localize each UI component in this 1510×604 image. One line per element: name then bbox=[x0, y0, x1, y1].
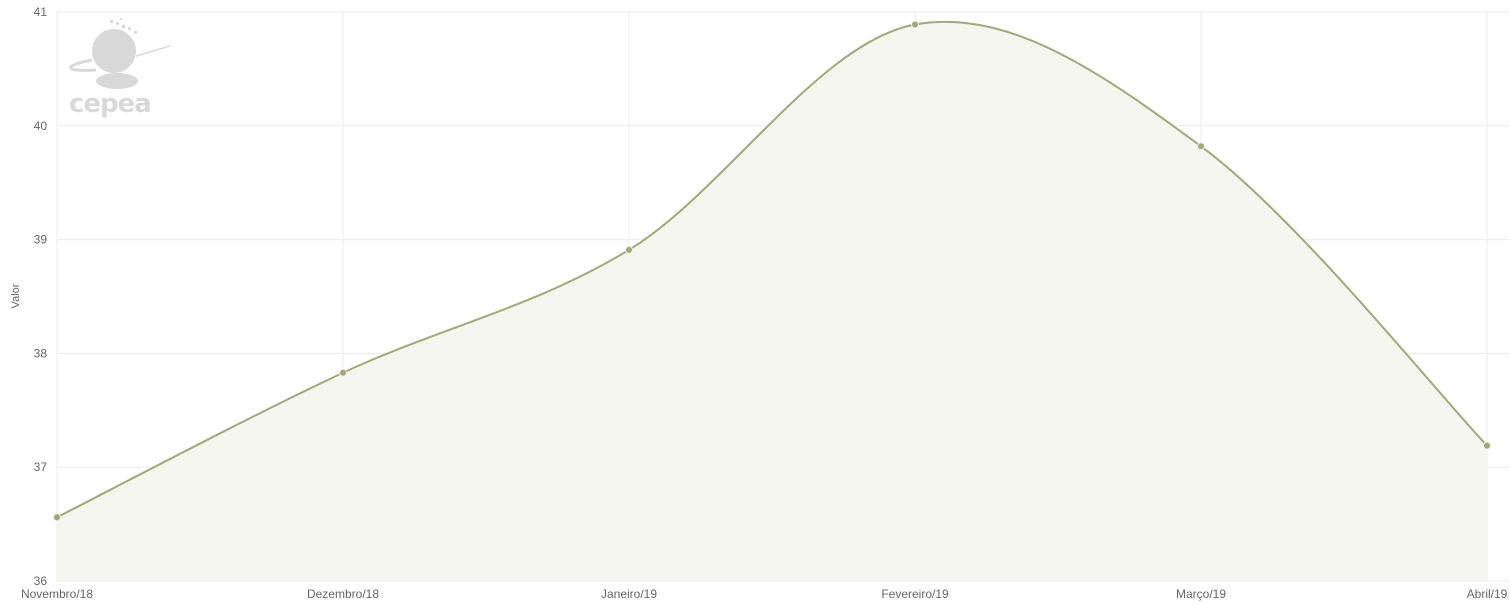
x-axis-ticks: Novembro/18 Dezembro/18 Janeiro/19 Fevereir… bbox=[21, 587, 1508, 601]
y-tick-label: 40 bbox=[34, 119, 48, 133]
y-tick-label: 37 bbox=[34, 460, 48, 474]
x-tick-label: Janeiro/19 bbox=[601, 587, 657, 601]
y-tick-label: 41 bbox=[34, 5, 48, 19]
y-tick-label: 39 bbox=[34, 233, 48, 247]
data-point[interactable] bbox=[1483, 441, 1491, 450]
y-axis-label: Valor bbox=[10, 283, 22, 308]
y-axis-ticks: 36 37 38 39 40 41 bbox=[34, 5, 48, 588]
x-tick-label: Fevereiro/19 bbox=[881, 587, 949, 601]
x-tick-label: Março/19 bbox=[1176, 587, 1226, 601]
x-tick-label: Novembro/18 bbox=[21, 587, 93, 601]
y-tick-label: 36 bbox=[34, 574, 48, 588]
data-point[interactable] bbox=[625, 245, 633, 254]
data-point[interactable] bbox=[1197, 142, 1205, 151]
data-point[interactable] bbox=[53, 513, 61, 522]
data-point[interactable] bbox=[339, 368, 347, 377]
x-tick-label: Dezembro/18 bbox=[307, 587, 379, 601]
cepea-logo-watermark: cepea bbox=[69, 18, 171, 119]
y-tick-label: 38 bbox=[34, 346, 48, 360]
series-area bbox=[57, 21, 1487, 581]
series-line bbox=[56, 20, 1488, 519]
x-tick-label: Abril/19 bbox=[1467, 587, 1508, 601]
markers bbox=[53, 20, 1491, 522]
data-point[interactable] bbox=[911, 20, 919, 29]
logo-text: cepea bbox=[69, 89, 151, 119]
